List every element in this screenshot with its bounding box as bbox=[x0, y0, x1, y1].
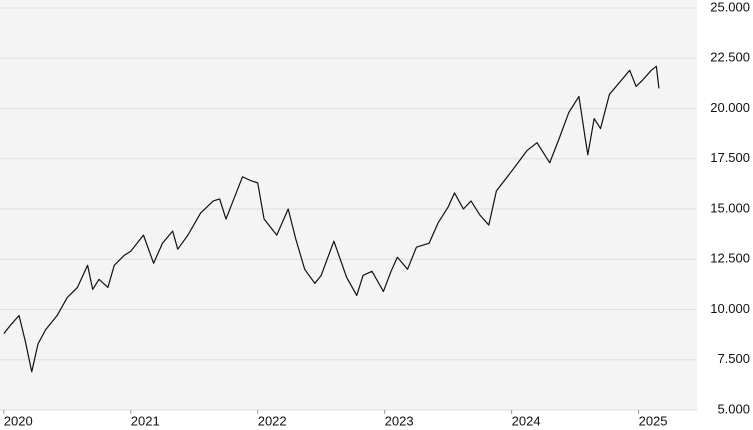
y-tick-label: 12.500 bbox=[710, 251, 750, 266]
x-tick-label: 2025 bbox=[639, 413, 668, 428]
plot-area bbox=[0, 0, 697, 410]
y-tick-label: 22.500 bbox=[710, 50, 750, 65]
y-tick-label: 5.000 bbox=[717, 401, 750, 416]
y-tick-label: 25.000 bbox=[710, 0, 750, 14]
y-tick-label: 15.000 bbox=[710, 200, 750, 215]
x-tick-label: 2020 bbox=[4, 413, 33, 428]
price-line bbox=[3, 65, 660, 373]
x-tick-label: 2023 bbox=[385, 413, 414, 428]
y-tick-label: 20.000 bbox=[710, 100, 750, 115]
y-tick-label: 17.500 bbox=[710, 150, 750, 165]
x-tick-label: 2021 bbox=[131, 413, 160, 428]
y-tick-label: 7.500 bbox=[717, 351, 750, 366]
x-tick-label: 2022 bbox=[258, 413, 287, 428]
y-tick-label: 10.000 bbox=[710, 301, 750, 316]
x-tick-label: 2024 bbox=[512, 413, 541, 428]
